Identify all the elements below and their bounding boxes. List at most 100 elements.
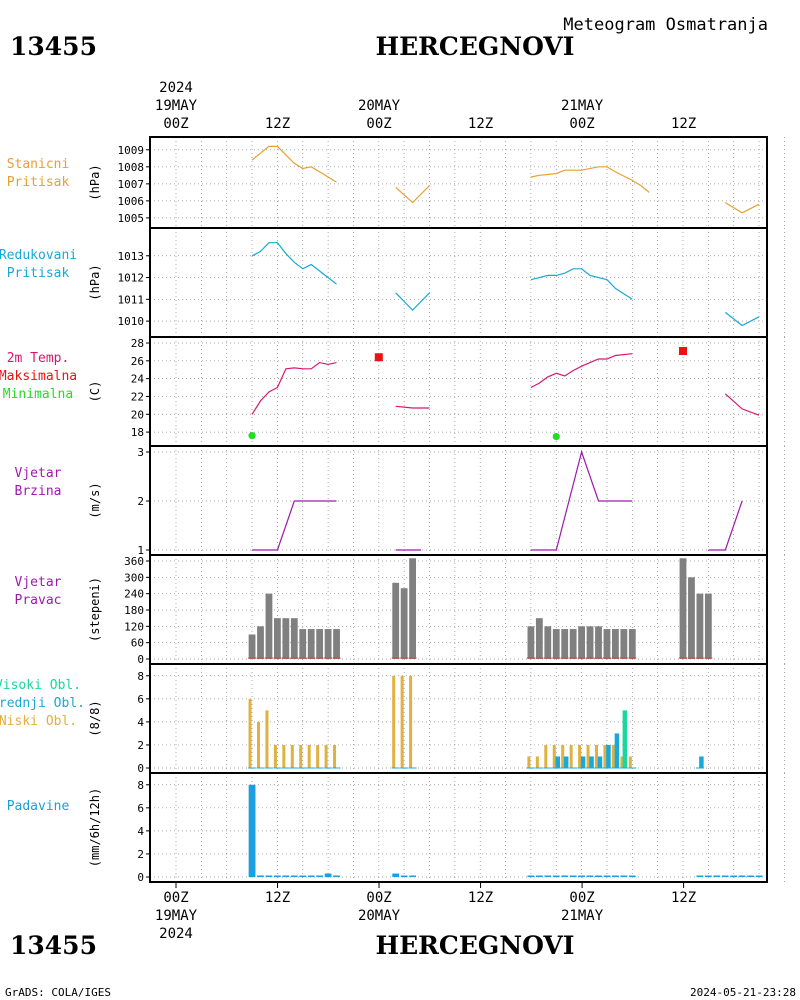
series-line	[251, 145, 337, 183]
precip-bar	[248, 784, 256, 877]
series-line	[252, 500, 337, 551]
cloud-bar	[299, 744, 303, 768]
panel-label: Vjetar	[15, 466, 62, 481]
wind-direction-bar	[324, 629, 332, 659]
wind-direction-bar	[603, 629, 611, 659]
cloud-bar	[595, 744, 598, 768]
y-tick-label: 120	[124, 620, 144, 633]
cloud-bar	[392, 675, 396, 768]
wind-direction-bar	[578, 626, 585, 659]
y-tick-label: 18	[131, 426, 144, 439]
wind-direction-bar	[688, 577, 695, 659]
y-tick-label: 1	[137, 544, 144, 557]
wind-direction-bar	[696, 593, 704, 659]
cloud-bar	[290, 744, 294, 768]
precip-bar	[299, 875, 307, 877]
wind-direction-bar	[679, 558, 687, 659]
precip-bar	[274, 875, 281, 877]
wind-direction-bar	[544, 626, 552, 659]
cloud-bar	[586, 744, 590, 768]
chart-layer: 10051006100710081009(hPa)StanicniPritisa…	[0, 80, 785, 942]
wind-direction-bar	[535, 618, 543, 659]
time-hour-label-bottom: 12Z	[671, 890, 696, 906]
precip-bar	[612, 875, 619, 877]
wind-direction-bar	[527, 626, 535, 659]
time-hour-label-bottom: 00Z	[163, 890, 188, 906]
y-axis-label: (m/s)	[88, 482, 102, 518]
y-tick-label: 0	[137, 653, 144, 666]
cloud-bar	[563, 756, 569, 768]
cloud-bar	[400, 675, 404, 768]
cloud-bar	[248, 698, 252, 768]
wind-direction-bar	[561, 629, 569, 659]
cloud-bar	[569, 744, 573, 768]
precip-bar	[730, 875, 738, 877]
time-year-label-top: 2024	[159, 80, 193, 96]
min-temp-marker	[248, 432, 256, 440]
y-axis-label: (hPa)	[88, 264, 102, 300]
panel-label: Padavine	[7, 799, 70, 814]
panel-label: Minimalna	[3, 387, 73, 402]
panel-frame	[149, 445, 768, 556]
series-line	[395, 405, 430, 409]
station-id-footer: 13455	[10, 931, 97, 960]
y-tick-label: 300	[124, 571, 144, 584]
product-title: Meteogram Osmatranja	[563, 15, 768, 35]
time-hour-label-bottom: 00Z	[366, 890, 391, 906]
cloud-bar	[699, 756, 704, 768]
cloud-bar	[535, 756, 539, 768]
panel-label: Visoki Obl.	[0, 678, 81, 693]
cloud-bar	[307, 744, 311, 768]
y-tick-label: 0	[137, 871, 144, 884]
panel-label: Pravac	[15, 593, 62, 608]
panel-frame	[149, 554, 768, 665]
y-tick-label: 8	[137, 779, 144, 792]
cloud-bar	[614, 733, 620, 768]
precip-bar	[392, 873, 400, 877]
cloud-bar	[578, 744, 582, 768]
max-temp-marker	[374, 353, 383, 362]
cloud-bar	[527, 756, 531, 768]
precip-bar	[257, 875, 264, 877]
y-tick-label: 6	[137, 802, 144, 815]
wind-direction-bar	[552, 629, 560, 659]
y-tick-label: 1006	[118, 195, 145, 208]
y-tick-label: 3	[137, 446, 144, 459]
precip-bar	[316, 875, 324, 877]
series-line	[395, 185, 430, 204]
precip-bar	[595, 875, 602, 877]
y-tick-label: 1010	[118, 315, 145, 328]
wind-direction-bar	[299, 629, 307, 659]
panel-label: Maksimalna	[0, 369, 77, 384]
y-axis-label: (8/8)	[88, 700, 102, 736]
panel-label: Pritisak	[7, 175, 70, 190]
y-axis-label: (stepeni)	[88, 577, 102, 642]
cloud-bar	[324, 744, 328, 768]
y-tick-label: 4	[137, 716, 144, 729]
y-tick-label: 26	[131, 355, 144, 368]
time-hour-label-top: 12Z	[468, 116, 493, 132]
precip-bar	[569, 875, 577, 877]
y-tick-label: 1008	[118, 161, 145, 174]
series-line	[724, 393, 760, 416]
panel-label: Redukovani	[0, 248, 77, 263]
precip-bar	[544, 875, 552, 877]
precip-bar	[713, 875, 721, 877]
wind-direction-bar	[290, 618, 298, 659]
y-tick-label: 1012	[118, 272, 145, 285]
y-tick-label: 360	[124, 555, 144, 568]
cloud-bar	[561, 744, 565, 768]
cloud-bar	[555, 756, 560, 768]
time-hour-label-top: 12Z	[671, 116, 696, 132]
wind-direction-bar	[316, 629, 324, 659]
precip-bar	[552, 875, 560, 877]
precip-bar	[747, 875, 754, 877]
time-hour-label-top: 00Z	[366, 116, 391, 132]
y-tick-label: 6	[137, 693, 144, 706]
max-temp-marker	[679, 347, 687, 356]
y-tick-label: 2	[137, 495, 144, 508]
credit-text: GrADS: COLA/IGES	[5, 986, 111, 999]
precip-bar	[704, 875, 712, 877]
wind-direction-bar	[569, 629, 577, 659]
precip-bar	[578, 875, 585, 877]
